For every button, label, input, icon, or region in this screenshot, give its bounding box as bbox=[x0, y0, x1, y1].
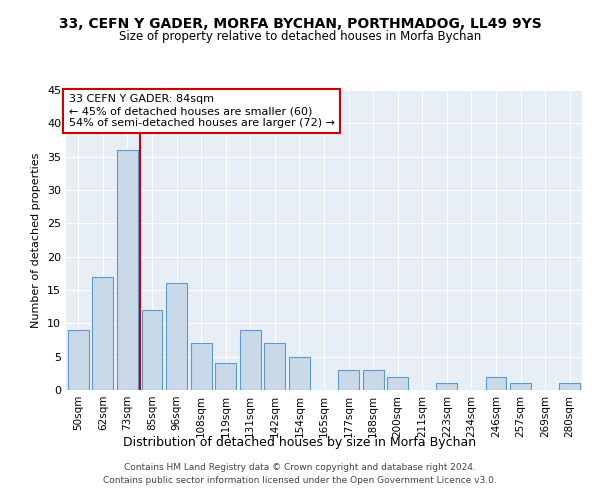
Bar bbox=[559, 384, 580, 390]
Text: 33 CEFN Y GADER: 84sqm
← 45% of detached houses are smaller (60)
54% of semi-det: 33 CEFN Y GADER: 84sqm ← 45% of detached… bbox=[68, 94, 335, 128]
Bar bbox=[289, 356, 310, 390]
Bar bbox=[338, 370, 359, 390]
Bar bbox=[387, 376, 408, 390]
Text: 33, CEFN Y GADER, MORFA BYCHAN, PORTHMADOG, LL49 9YS: 33, CEFN Y GADER, MORFA BYCHAN, PORTHMAD… bbox=[59, 18, 541, 32]
Bar bbox=[142, 310, 163, 390]
Bar bbox=[240, 330, 261, 390]
Bar bbox=[191, 344, 212, 390]
Bar bbox=[485, 376, 506, 390]
Text: Contains public sector information licensed under the Open Government Licence v3: Contains public sector information licen… bbox=[103, 476, 497, 485]
Bar bbox=[215, 364, 236, 390]
Bar bbox=[510, 384, 531, 390]
Bar bbox=[436, 384, 457, 390]
Text: Size of property relative to detached houses in Morfa Bychan: Size of property relative to detached ho… bbox=[119, 30, 481, 43]
Bar bbox=[265, 344, 286, 390]
Bar bbox=[166, 284, 187, 390]
Bar bbox=[68, 330, 89, 390]
Bar bbox=[92, 276, 113, 390]
Bar bbox=[362, 370, 383, 390]
Bar bbox=[117, 150, 138, 390]
Y-axis label: Number of detached properties: Number of detached properties bbox=[31, 152, 41, 328]
Text: Contains HM Land Registry data © Crown copyright and database right 2024.: Contains HM Land Registry data © Crown c… bbox=[124, 464, 476, 472]
Text: Distribution of detached houses by size in Morfa Bychan: Distribution of detached houses by size … bbox=[124, 436, 476, 449]
